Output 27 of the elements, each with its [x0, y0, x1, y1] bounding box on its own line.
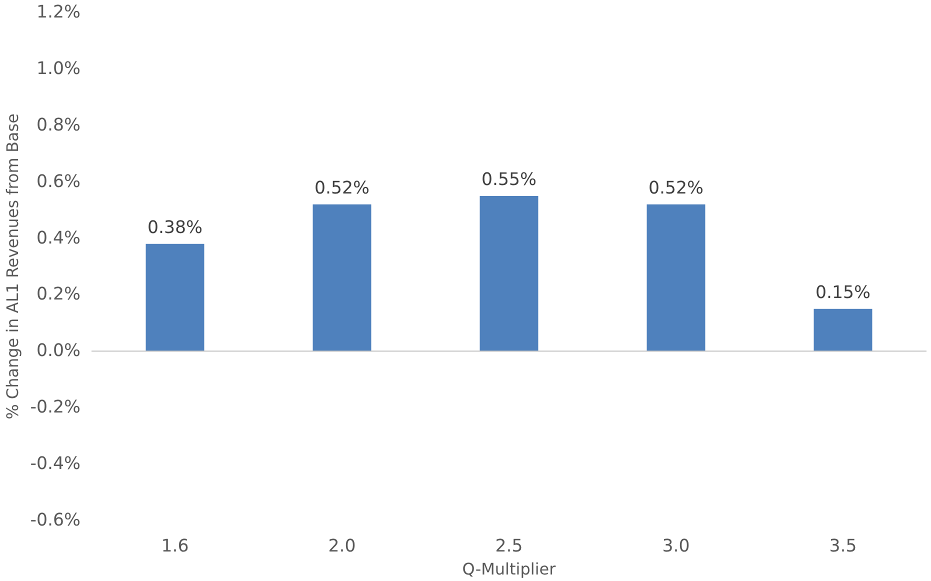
data-label: 0.55% — [481, 170, 537, 190]
y-tick-label: 0.4% — [36, 228, 81, 248]
y-tick-label: -0.6% — [30, 510, 81, 530]
y-tick-label: 1.0% — [36, 58, 81, 79]
bar — [312, 204, 372, 352]
x-tick-label: 3.0 — [662, 536, 690, 556]
x-tick-label: 3.5 — [829, 536, 857, 556]
bar — [814, 308, 872, 352]
bar — [646, 204, 706, 352]
x-tick-label: 2.5 — [495, 536, 523, 556]
y-tick-label: 0.8% — [36, 115, 81, 136]
y-tick-label: 1.2% — [36, 2, 81, 22]
data-label: 0.38% — [147, 218, 203, 238]
y-tick-label: -0.2% — [30, 398, 81, 418]
data-label: 0.52% — [314, 178, 370, 198]
y-tick-label: 0.2% — [36, 284, 81, 305]
data-label: 0.15% — [815, 282, 871, 303]
y-tick-label: 0.6% — [36, 172, 81, 192]
x-axis-title: Q-Multiplier — [462, 560, 556, 578]
y-axis-title: % Change in AL1 Revenues from Base — [3, 114, 22, 420]
data-label: 0.52% — [648, 178, 704, 198]
y-tick-label: 0.0% — [36, 341, 81, 362]
y-tick-label: -0.4% — [30, 454, 81, 474]
x-tick-label: 1.6 — [161, 536, 189, 556]
bar — [146, 244, 204, 352]
bar — [480, 196, 538, 352]
x-tick-label: 2.0 — [328, 536, 356, 556]
